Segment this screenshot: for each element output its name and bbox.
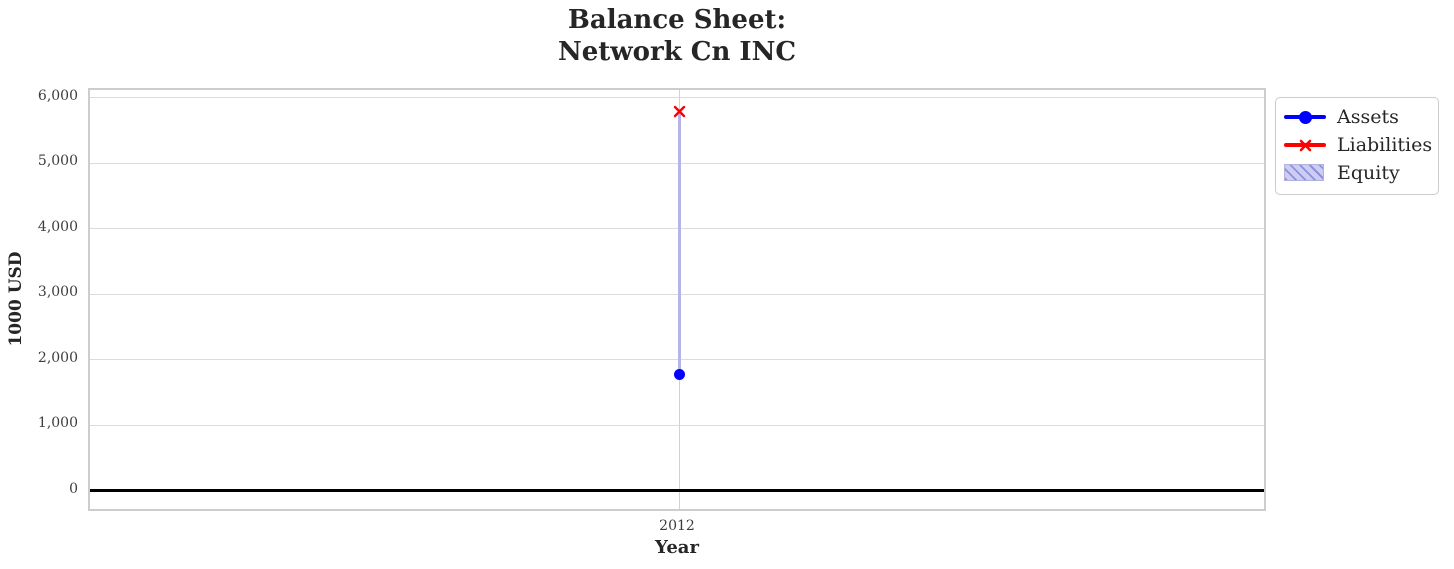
chart-title: Balance Sheet: Network Cn INC [88,5,1266,68]
equity-bar [677,109,681,375]
legend-item-liabilities: Liabilities [1284,131,1433,159]
y-axis-label: 1000 USD [6,251,26,347]
legend-item-equity: Equity [1284,159,1430,187]
gridline-horizontal [90,162,1264,164]
legend-label-equity: Equity [1337,162,1400,184]
x-axis-tick-label: 2012 [659,518,695,534]
x-axis-label: Year [655,537,699,558]
gridline-horizontal [90,97,1264,99]
plot-area [88,88,1266,511]
y-tick-label: 3,000 [37,284,78,301]
y-tick-label: 1,000 [37,415,78,432]
chart-title-line2: Network Cn INC [557,36,797,67]
gridline-horizontal [90,424,1264,426]
assets-data-point [673,369,685,381]
liabilities-line-icon [1284,136,1326,154]
legend-label-assets: Assets [1337,106,1399,128]
liabilities-data-point [673,103,686,118]
legend: Assets Liabilities Equity [1275,97,1439,195]
y-tick-label: 2,000 [37,349,78,366]
assets-line-icon [1284,108,1326,126]
y-tick-label: 4,000 [37,218,78,235]
y-tick-label: 6,000 [37,87,78,104]
gridline-horizontal [90,228,1264,230]
gridline-horizontal [90,359,1264,361]
y-tick-label: 5,000 [37,153,78,170]
legend-label-liabilities: Liabilities [1337,134,1433,156]
gridline-horizontal [90,293,1264,295]
chart-title-line1: Balance Sheet: [567,5,787,35]
legend-item-assets: Assets [1284,103,1430,131]
y-tick-label: 0 [69,480,78,497]
equity-hatch-patch-icon [1284,164,1326,182]
zero-baseline [90,489,1264,493]
